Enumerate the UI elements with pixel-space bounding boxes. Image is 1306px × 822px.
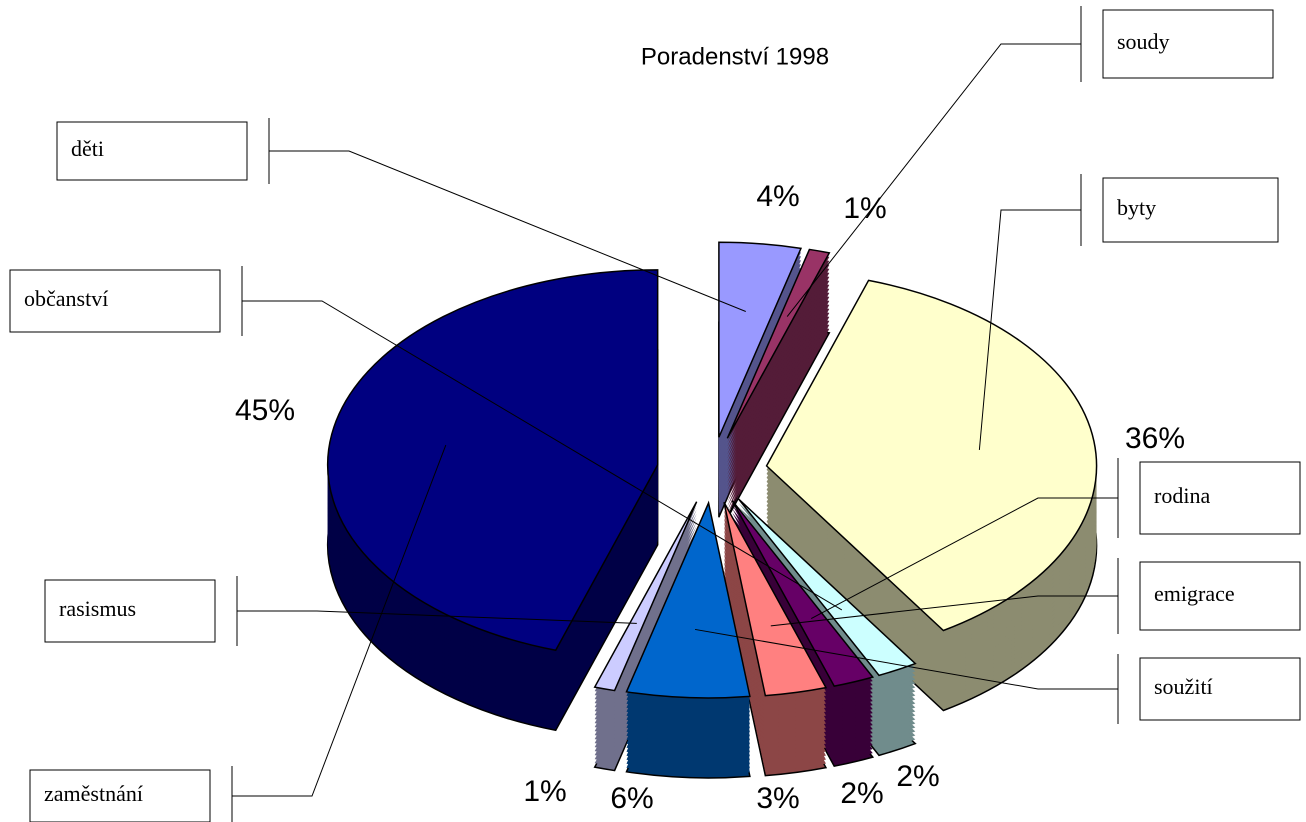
chart-title: Poradenství 1998 <box>641 43 829 70</box>
legend-box <box>1139 657 1301 721</box>
leader-line <box>786 43 1081 317</box>
slice-side <box>727 309 830 499</box>
leader-line <box>232 444 447 797</box>
legend-box <box>1139 561 1301 631</box>
leader-line <box>978 209 1081 451</box>
value-label: 36% <box>1125 422 1185 455</box>
slice-side <box>727 273 830 463</box>
value-label: 6% <box>610 782 653 815</box>
slice <box>765 279 1098 632</box>
slice <box>731 500 875 687</box>
slice-side <box>727 321 830 511</box>
value-label: 1% <box>523 775 566 808</box>
category-label: rodina <box>1154 483 1210 508</box>
legend-box <box>44 579 216 643</box>
slice-side <box>727 261 830 451</box>
legend-box <box>1102 177 1279 243</box>
slice <box>625 500 751 699</box>
value-label: 1% <box>843 192 886 225</box>
slice-side <box>727 297 830 487</box>
legend-box <box>56 121 248 181</box>
leader-line <box>237 610 637 624</box>
legend-box <box>1102 9 1274 79</box>
value-label: 2% <box>840 777 883 810</box>
category-label: byty <box>1117 195 1156 220</box>
slice-side <box>727 281 830 471</box>
slice-side <box>727 305 830 495</box>
slice-side <box>727 293 830 483</box>
leader-line <box>694 628 1118 690</box>
slice-side <box>727 257 830 447</box>
slice-side <box>727 269 830 459</box>
slice-side <box>727 265 830 455</box>
leader-line <box>810 497 1118 619</box>
slice <box>593 501 698 692</box>
category-label: soužití <box>1154 674 1213 699</box>
legend-box <box>1139 461 1301 535</box>
value-label: 45% <box>235 394 295 427</box>
leader-line <box>269 150 746 312</box>
slice-side <box>727 313 830 503</box>
slice-side <box>727 325 830 515</box>
value-label: 2% <box>896 760 939 793</box>
slice-side <box>727 301 830 491</box>
legend-box <box>9 269 221 333</box>
category-label: soudy <box>1117 29 1170 54</box>
slice-side <box>727 277 830 467</box>
leader-line <box>770 595 1118 627</box>
category-label: rasismus <box>59 596 136 621</box>
slice <box>326 269 659 652</box>
leader-line <box>242 300 843 611</box>
slice-side <box>727 285 830 475</box>
category-label: emigrace <box>1154 581 1235 606</box>
value-label: 3% <box>756 782 799 815</box>
legend-box <box>29 769 211 822</box>
slice-side <box>727 289 830 479</box>
slice <box>726 248 831 439</box>
category-label: děti <box>71 136 104 161</box>
slice-side <box>727 317 830 507</box>
slice <box>718 241 803 438</box>
value-label: 4% <box>756 180 799 213</box>
category-label: zaměstnání <box>44 781 143 806</box>
category-label: občanství <box>24 286 108 311</box>
slice <box>737 498 917 677</box>
